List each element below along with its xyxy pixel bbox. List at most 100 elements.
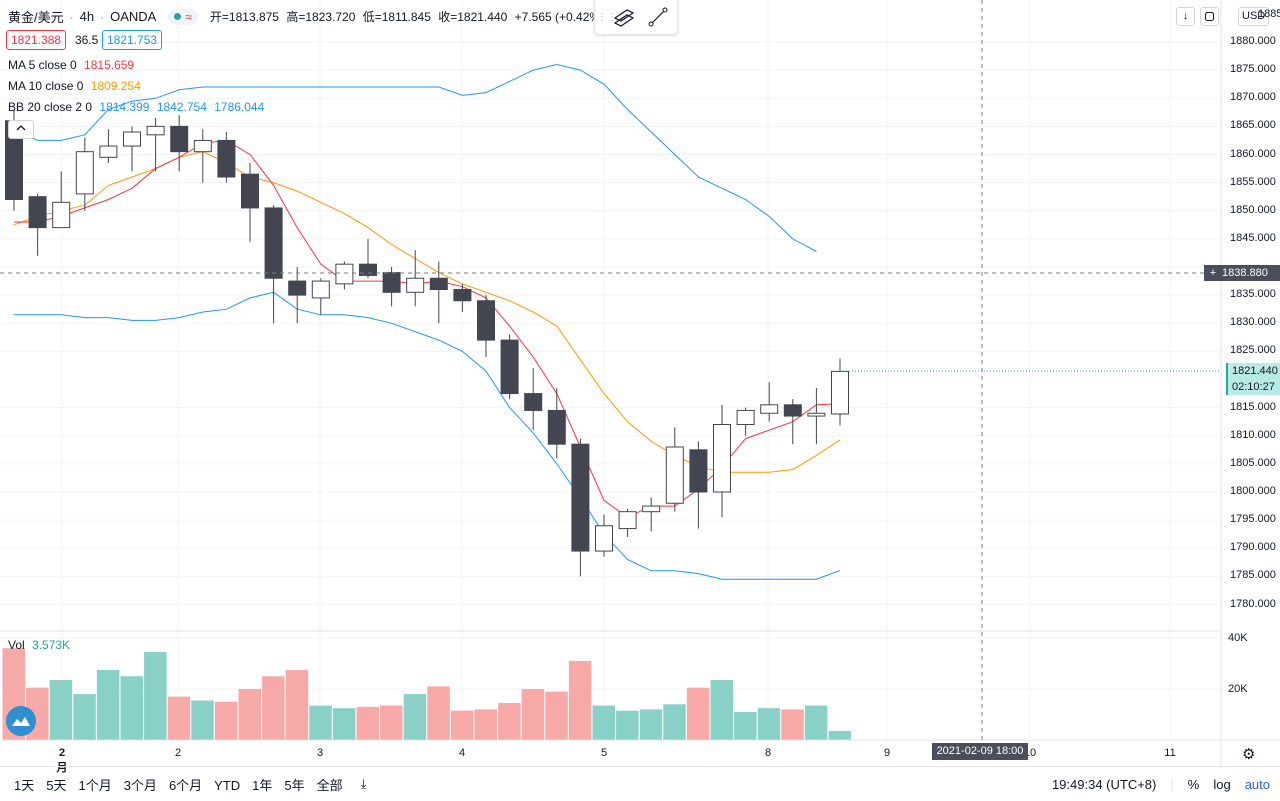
candle[interactable]	[595, 514, 613, 557]
price-tick: 1790.000	[1230, 541, 1276, 554]
candle-body	[193, 139, 212, 153]
buy-price-button[interactable]: 1821.753	[102, 30, 163, 50]
time-tick: 9	[883, 747, 891, 759]
candle[interactable]	[453, 283, 472, 312]
candle[interactable]	[807, 387, 826, 445]
settings-gear-icon[interactable]: ⚙	[1242, 746, 1256, 763]
candle[interactable]	[477, 295, 495, 357]
range-button[interactable]: 3个月	[123, 777, 157, 793]
candle[interactable]	[193, 129, 212, 183]
candle-body	[359, 263, 377, 276]
range-button[interactable]: 6个月	[168, 777, 203, 793]
plus-icon[interactable]: +	[1209, 267, 1217, 279]
market-status-badge[interactable]: ≈	[168, 8, 198, 25]
exchange-label: OANDA	[110, 9, 157, 24]
candle[interactable]	[429, 261, 448, 324]
drag-handle-icon[interactable]: ⋮⋮	[597, 11, 617, 23]
goto-date-icon[interactable]: ⤓	[360, 776, 367, 791]
range-button[interactable]: 1年	[252, 777, 273, 793]
chevron-up-icon	[16, 125, 26, 131]
range-button[interactable]: YTD	[214, 777, 241, 793]
percent-toggle[interactable]: %	[1187, 776, 1200, 792]
candle[interactable]	[288, 267, 307, 324]
bb-basis-value: 1814.399	[99, 100, 150, 114]
candle[interactable]	[146, 117, 165, 172]
candle[interactable]	[311, 278, 330, 315]
range-button[interactable]: 1个月	[78, 777, 112, 793]
candle[interactable]	[571, 438, 590, 577]
candle[interactable]	[618, 508, 637, 537]
parallel-channel-icon	[613, 9, 635, 27]
volume-bar	[262, 676, 285, 740]
candle[interactable]	[99, 129, 118, 163]
candles	[5, 109, 849, 577]
volume-bar	[734, 711, 757, 740]
log-toggle[interactable]: log	[1213, 776, 1231, 792]
symbol-name[interactable]: 黄金/美元	[8, 10, 64, 25]
volume-legend[interactable]: Vol 3.573K	[8, 638, 70, 652]
volume-bar	[214, 701, 238, 740]
candle[interactable]	[217, 132, 236, 183]
range-button[interactable]: 5年	[284, 777, 305, 793]
range-button[interactable]: 1天	[14, 777, 35, 793]
bb-title: BB 20 close 2 0	[8, 100, 93, 114]
candle[interactable]	[170, 115, 189, 172]
ma5-legend[interactable]: MA 5 close 0 1815.659	[8, 58, 134, 72]
candle[interactable]	[75, 137, 94, 211]
candle[interactable]	[831, 358, 849, 426]
price-tick: 1795.000	[1230, 513, 1276, 526]
sell-price-button[interactable]: 1821.388	[6, 30, 67, 50]
candle[interactable]	[264, 205, 283, 324]
volume-bar	[757, 708, 781, 740]
scroll-down-button[interactable]: ↓	[1176, 7, 1195, 26]
currency-button[interactable]: USD	[1238, 7, 1270, 26]
bb-lower-line[interactable]	[14, 291, 841, 580]
range-button[interactable]: 全部	[316, 777, 343, 793]
candle[interactable]	[123, 126, 141, 172]
volume-bar	[686, 687, 710, 740]
high-value: 高=1823.720	[286, 10, 356, 24]
candle[interactable]	[500, 334, 519, 400]
clock-label[interactable]: 19:49:34 (UTC+8)	[1051, 776, 1157, 792]
candle[interactable]	[406, 250, 425, 307]
candle[interactable]	[359, 238, 377, 279]
candle[interactable]	[524, 368, 543, 431]
candle[interactable]	[713, 404, 731, 518]
candle[interactable]	[28, 193, 47, 256]
crosshair-price-label: + 1838.880	[1204, 265, 1280, 281]
candle[interactable]	[241, 162, 259, 242]
range-button[interactable]: 5天	[46, 777, 67, 793]
volume-title: Vol	[8, 638, 25, 652]
collapse-legend-button[interactable]	[8, 120, 34, 139]
ma10-legend[interactable]: MA 10 close 0 1809.254	[8, 79, 141, 93]
volume-bar	[592, 705, 615, 740]
auto-scale-toggle[interactable]: auto	[1244, 776, 1270, 792]
candle-body	[831, 370, 849, 415]
candle-body	[75, 151, 94, 195]
bb-legend[interactable]: BB 20 close 2 0 1814.399 1842.754 1786.0…	[8, 100, 264, 114]
candle-body	[264, 207, 283, 279]
bb-upper-line[interactable]	[13, 63, 817, 252]
candle[interactable]	[736, 407, 755, 436]
candle[interactable]	[760, 382, 779, 422]
candle[interactable]	[689, 441, 708, 529]
candle[interactable]	[382, 267, 401, 307]
reset-scale-button[interactable]	[1200, 7, 1219, 26]
tradingview-logo-icon[interactable]	[6, 706, 36, 736]
parallel-channel-tool-button[interactable]	[607, 0, 641, 34]
candle[interactable]	[665, 427, 684, 512]
trend-line-tool-button[interactable]	[641, 0, 675, 34]
close-value: 收=1821.440	[438, 10, 508, 24]
candle[interactable]	[52, 171, 71, 229]
candle[interactable]	[547, 387, 566, 459]
candle-body	[689, 449, 708, 493]
candle[interactable]	[783, 399, 802, 445]
candle-body	[571, 443, 590, 552]
price-tick: 1850.000	[1230, 203, 1276, 216]
candle-body	[170, 125, 189, 153]
candle[interactable]	[335, 261, 354, 290]
candle[interactable]	[642, 497, 661, 532]
candle[interactable]	[5, 109, 23, 211]
interval-label[interactable]: 4h	[79, 9, 95, 24]
